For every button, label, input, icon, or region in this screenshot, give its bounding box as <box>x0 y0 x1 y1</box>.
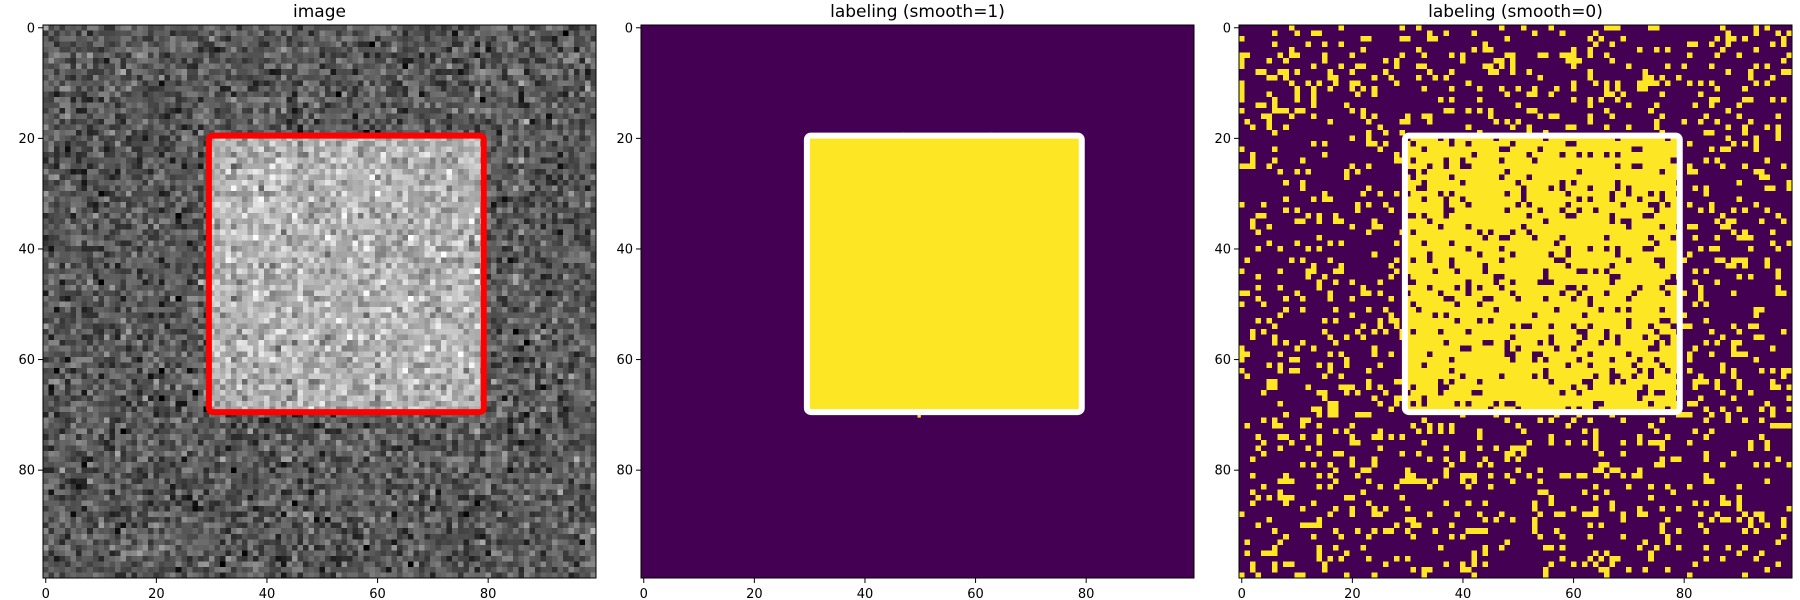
x-tick-label: 0 <box>640 587 648 600</box>
x-tick-label: 60 <box>967 587 984 600</box>
y-tick-label: 60 <box>18 353 35 368</box>
x-tick-label: 0 <box>1238 587 1246 600</box>
y-tick-label: 20 <box>616 132 633 147</box>
y-tick-label: 0 <box>27 21 35 36</box>
x-tick-label: 0 <box>42 587 50 600</box>
x-tick-label: 20 <box>1344 587 1361 600</box>
axes-frame <box>640 24 1195 579</box>
panel-labeling-smooth-1: labeling (smooth=1) 0 20 40 60 80 0 20 40 60 80 <box>616 2 1195 600</box>
panel-title: labeling (smooth=1) <box>830 2 1005 22</box>
x-tick-label: 20 <box>148 587 165 600</box>
region-outline <box>205 132 487 416</box>
panel-labeling-smooth-0: labeling (smooth=0) 0 20 40 60 80 0 20 40 60 80 <box>1214 2 1793 600</box>
x-tick-label: 80 <box>1676 587 1693 600</box>
y-tick-label: 40 <box>18 242 35 257</box>
y-tick-label: 80 <box>18 464 35 479</box>
y-tick-label: 20 <box>18 132 35 147</box>
heatmap-image <box>43 25 596 578</box>
y-tick-label: 20 <box>1214 132 1231 147</box>
region-outline <box>1401 132 1683 416</box>
x-tick-label: 60 <box>1565 587 1582 600</box>
x-tick-label: 40 <box>1455 587 1472 600</box>
panel-title: labeling (smooth=0) <box>1428 2 1603 22</box>
x-tick-label: 20 <box>746 587 763 600</box>
y-tick-label: 0 <box>1223 21 1231 36</box>
heatmap-image <box>1239 25 1792 578</box>
x-tick-label: 40 <box>259 587 276 600</box>
y-tick-label: 80 <box>1214 464 1231 479</box>
panel-title: image <box>293 2 346 22</box>
y-tick-label: 0 <box>625 21 633 36</box>
heatmap-image <box>641 25 1194 578</box>
x-tick-label: 80 <box>1078 587 1095 600</box>
region-outline <box>803 132 1085 416</box>
x-tick-label: 40 <box>857 587 874 600</box>
axes-frame <box>42 24 597 579</box>
y-tick-label: 40 <box>1214 242 1231 257</box>
x-tick-label: 60 <box>369 587 386 600</box>
axes-frame <box>1238 24 1793 579</box>
y-tick-label: 60 <box>616 353 633 368</box>
y-tick-label: 60 <box>1214 353 1231 368</box>
y-tick-label: 80 <box>616 464 633 479</box>
panel-image: image 0 20 40 60 80 0 20 40 60 80 <box>18 2 597 600</box>
y-tick-label: 40 <box>616 242 633 257</box>
x-tick-label: 80 <box>480 587 497 600</box>
